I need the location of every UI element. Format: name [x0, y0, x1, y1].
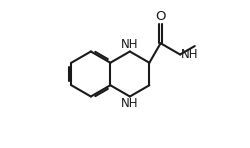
Text: NH: NH — [121, 97, 138, 110]
Text: NH: NH — [121, 38, 138, 51]
Text: O: O — [155, 10, 166, 23]
Text: NH: NH — [181, 48, 198, 61]
